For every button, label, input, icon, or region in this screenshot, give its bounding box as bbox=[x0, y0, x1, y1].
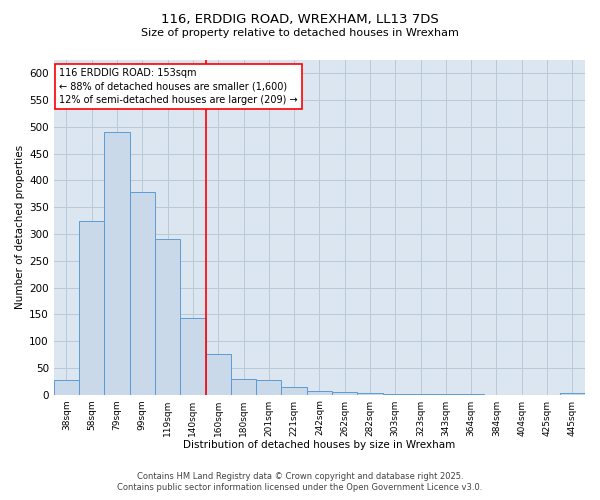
Text: 116, ERDDIG ROAD, WREXHAM, LL13 7DS: 116, ERDDIG ROAD, WREXHAM, LL13 7DS bbox=[161, 12, 439, 26]
Text: Contains HM Land Registry data © Crown copyright and database right 2025.
Contai: Contains HM Land Registry data © Crown c… bbox=[118, 472, 482, 492]
Bar bbox=[231, 378, 256, 394]
Bar bbox=[180, 318, 206, 394]
X-axis label: Distribution of detached houses by size in Wrexham: Distribution of detached houses by size … bbox=[183, 440, 455, 450]
Text: Size of property relative to detached houses in Wrexham: Size of property relative to detached ho… bbox=[141, 28, 459, 38]
Bar bbox=[560, 393, 585, 394]
Bar bbox=[130, 192, 155, 394]
Bar bbox=[307, 391, 332, 394]
Bar bbox=[281, 387, 307, 394]
Bar bbox=[54, 380, 79, 394]
Bar bbox=[79, 220, 104, 394]
Bar bbox=[155, 240, 180, 394]
Bar bbox=[332, 392, 358, 394]
Bar bbox=[206, 354, 231, 395]
Bar bbox=[358, 393, 383, 394]
Bar bbox=[104, 132, 130, 394]
Text: 116 ERDDIG ROAD: 153sqm
← 88% of detached houses are smaller (1,600)
12% of semi: 116 ERDDIG ROAD: 153sqm ← 88% of detache… bbox=[59, 68, 298, 105]
Bar bbox=[256, 380, 281, 394]
Y-axis label: Number of detached properties: Number of detached properties bbox=[15, 145, 25, 310]
